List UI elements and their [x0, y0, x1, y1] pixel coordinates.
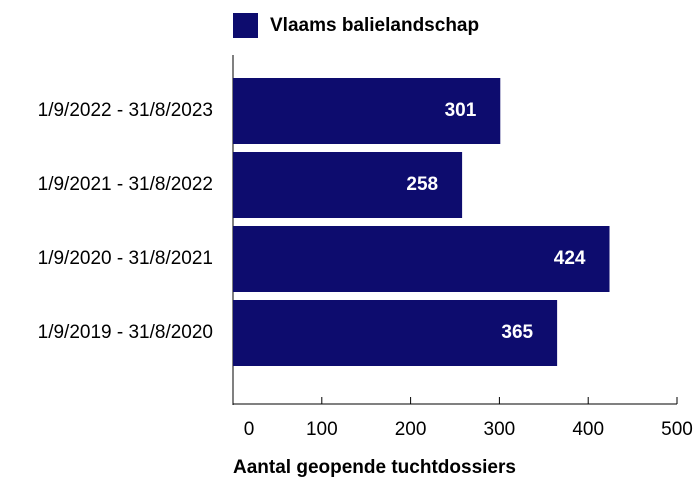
x-tick-label: 300	[484, 419, 516, 440]
value-label: 424	[554, 248, 586, 269]
bar	[233, 152, 463, 218]
x-tick-label: 400	[572, 419, 604, 440]
bar	[233, 226, 610, 292]
x-tick-label: 0	[244, 419, 255, 440]
x-tick-label: 200	[395, 419, 427, 440]
x-tick-label: 100	[306, 419, 338, 440]
legend-swatch	[233, 13, 258, 38]
bar	[233, 300, 558, 366]
x-axis-title: Aantal geopende tuchtdossiers	[233, 457, 516, 478]
value-label: 365	[501, 322, 533, 343]
y-tick-label: 1/9/2021 - 31/8/2022	[38, 174, 213, 195]
value-label: 301	[445, 100, 477, 121]
y-tick-label: 1/9/2019 - 31/8/2020	[38, 322, 213, 343]
legend-label: Vlaams balielandschap	[270, 15, 479, 36]
y-tick-label: 1/9/2022 - 31/8/2023	[38, 100, 213, 121]
value-label: 258	[406, 174, 438, 195]
bar	[233, 78, 501, 144]
x-tick-label: 500	[661, 419, 693, 440]
y-tick-label: 1/9/2020 - 31/8/2021	[38, 248, 213, 269]
